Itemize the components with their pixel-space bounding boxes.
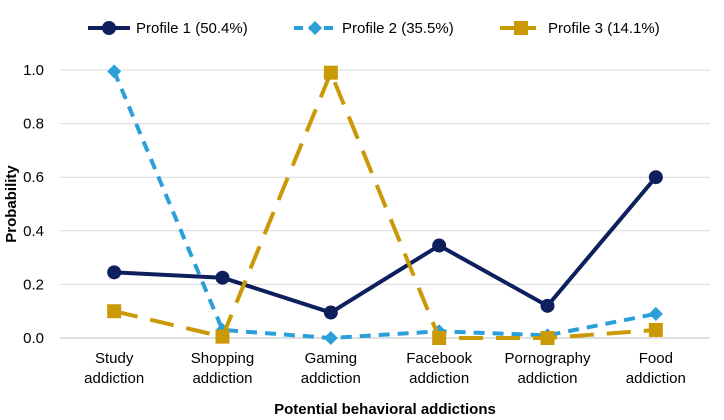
y-tick-label: 1.0 (23, 62, 44, 79)
data-point (540, 331, 555, 345)
x-tick-label: Gaming addiction (301, 350, 361, 387)
data-point (432, 331, 447, 345)
x-tick-label: Pornography addiction (505, 350, 591, 387)
x-tick-label: Study addiction (84, 350, 144, 387)
data-point (432, 238, 447, 253)
data-point (323, 331, 338, 345)
y-axis-title: Probability (3, 165, 20, 243)
legend-label: Profile 1 (50.4%) (136, 20, 248, 37)
x-tick-label: Facebook addiction (406, 350, 472, 387)
data-point (308, 21, 322, 35)
series-line (112, 70, 657, 340)
gridlines (60, 69, 710, 285)
legend-label: Profile 2 (35.5%) (342, 20, 454, 37)
x-axis-ticks: Study addiction Shopping addiction Gaming add… (84, 350, 686, 387)
y-tick-label: 0.2 (23, 276, 44, 293)
y-axis-ticks: 0.0 0.2 0.4 0.6 0.8 1.0 (23, 62, 44, 347)
y-tick-label: 0.4 (23, 223, 44, 240)
x-tick-label: Shopping addiction (191, 350, 254, 387)
data-point (107, 304, 122, 319)
data-point (107, 265, 122, 280)
data-point (102, 21, 116, 35)
x-tick-label: Food addiction (626, 350, 686, 387)
y-tick-label: 0.0 (23, 330, 44, 347)
series-line (113, 70, 656, 340)
data-point (514, 21, 528, 35)
x-axis-title: Potential behavioral addictions (274, 401, 496, 418)
data-point (648, 306, 663, 321)
data-point (323, 65, 338, 80)
y-tick-label: 0.8 (23, 116, 44, 133)
data-point (540, 298, 555, 313)
y-tick-label: 0.6 (23, 169, 44, 186)
data-point (107, 64, 122, 79)
legend: Profile 1 (50.4%) Profile 2 (35.5%) Profil… (88, 20, 660, 37)
data-point (215, 270, 230, 285)
series-line (114, 175, 658, 315)
data-point (648, 170, 663, 185)
legend-label: Profile 3 (14.1%) (548, 20, 660, 37)
series-group (107, 64, 663, 345)
data-point (323, 305, 338, 320)
data-point (215, 329, 230, 344)
data-point (648, 322, 663, 337)
